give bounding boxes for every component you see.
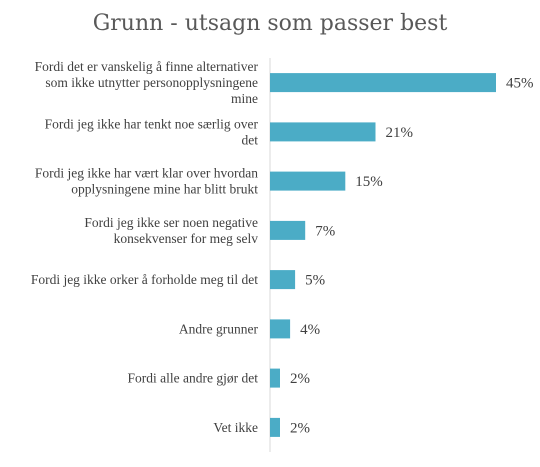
value-label-4: 5% [305, 273, 325, 289]
bar-1 [270, 122, 376, 142]
category-label-6: Fordi alle andre gjør det [128, 371, 259, 386]
bar-6 [270, 368, 280, 388]
bar-3 [270, 220, 306, 240]
bar-2 [270, 171, 346, 191]
bar-7 [270, 417, 280, 437]
value-label-0: 45% [506, 76, 534, 92]
value-label-5: 4% [300, 322, 320, 338]
category-label-5: Andre grunner [179, 321, 259, 336]
category-label-7: Vet ikke [213, 420, 258, 435]
value-labels-group: 45% 21% 15% 7% 5% 4% 2% 2% [290, 76, 534, 437]
value-label-1: 21% [386, 125, 414, 141]
bars-group [270, 73, 496, 437]
value-label-2: 15% [355, 174, 383, 190]
category-label-1: Fordi jeg ikke har tenkt noe særlig over… [45, 116, 259, 147]
category-label-4: Fordi jeg ikke orker å forholde meg til … [31, 272, 258, 287]
value-label-7: 2% [290, 420, 310, 436]
bar-5 [270, 319, 291, 339]
category-label-0: Fordi det er vanskelig å finne alternati… [35, 59, 259, 106]
category-label-2: Fordi jeg ikke har vært klar over hvorda… [35, 166, 258, 197]
category-labels-group: Fordi det er vanskelig å finne alternati… [31, 59, 259, 435]
chart-title: Grunn - utsagn som passer best [93, 11, 448, 36]
bar-0 [270, 73, 496, 93]
value-label-6: 2% [290, 371, 310, 387]
category-label-3: Fordi jeg ikke ser noen negative konsekve… [84, 215, 258, 246]
value-label-3: 7% [315, 223, 335, 239]
bar-4 [270, 270, 296, 290]
